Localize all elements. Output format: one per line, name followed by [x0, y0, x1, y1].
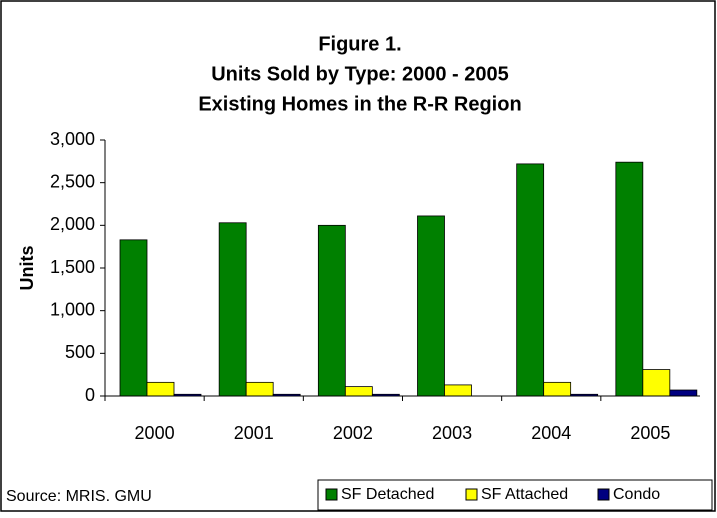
- legend-swatch: [597, 488, 610, 501]
- bar: [669, 389, 698, 397]
- bar: [642, 369, 671, 397]
- chart-title: Existing Homes in the R-R Region: [198, 93, 521, 115]
- x-tick-label: 2003: [432, 423, 472, 443]
- y-axis-label: Units: [17, 246, 37, 291]
- bar: [615, 161, 644, 397]
- y-tick-label: 1,000: [50, 299, 95, 319]
- legend-label: Condo: [613, 486, 660, 503]
- bar: [218, 222, 247, 397]
- chart-title: Units Sold by Type: 2000 - 2005: [211, 63, 509, 85]
- x-tick-label: 2002: [333, 423, 373, 443]
- y-tick-label: 500: [65, 342, 95, 362]
- source-note: Source: MRIS. GMU: [6, 488, 152, 505]
- bar: [543, 381, 572, 397]
- y-tick-label: 2,500: [50, 171, 95, 191]
- bar: [317, 224, 346, 397]
- bar: [146, 381, 175, 397]
- legend-label: SF Detached: [341, 486, 434, 503]
- x-tick-label: 2004: [531, 423, 571, 443]
- bar: [119, 239, 148, 397]
- legend-label: SF Attached: [481, 486, 568, 503]
- legend: [317, 479, 713, 511]
- y-tick-label: 2,000: [50, 214, 95, 234]
- legend-swatch: [465, 488, 478, 501]
- legend-swatch: [325, 488, 338, 501]
- bar: [417, 215, 445, 397]
- bar: [344, 386, 373, 397]
- x-tick-label: 2000: [135, 423, 175, 443]
- bar: [444, 384, 472, 397]
- x-tick-label: 2001: [234, 423, 274, 443]
- x-tick-label: 2005: [630, 423, 670, 443]
- chart-title: Figure 1.: [318, 33, 401, 55]
- y-tick-label: 0: [85, 385, 95, 405]
- bar: [516, 163, 545, 397]
- y-tick-label: 1,500: [50, 257, 95, 277]
- y-tick-label: 3,000: [50, 129, 95, 149]
- bar: [245, 381, 274, 397]
